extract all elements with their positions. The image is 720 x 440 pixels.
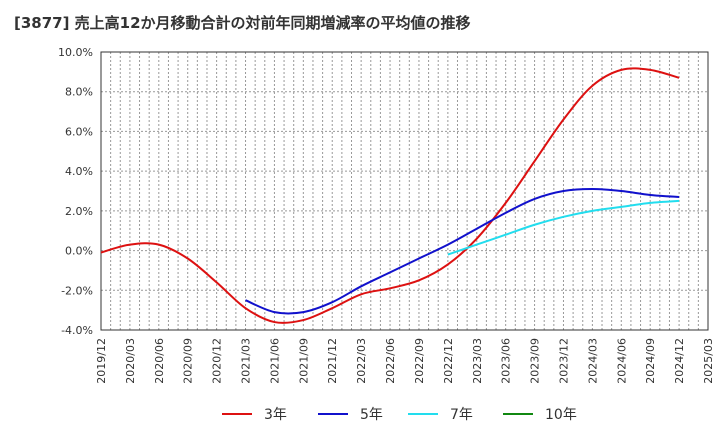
x-tick-label: 2024/06 xyxy=(615,338,628,384)
x-tick-label: 2023/06 xyxy=(500,338,513,384)
x-tick-label: 2023/03 xyxy=(471,338,484,384)
legend-label: 5年 xyxy=(360,407,383,423)
x-tick-label: 2019/12 xyxy=(95,338,108,384)
y-tick-label: 10.0% xyxy=(58,46,93,59)
x-tick-label: 2024/09 xyxy=(644,338,657,384)
x-tick-label: 2021/03 xyxy=(240,338,253,384)
x-tick-label: 2023/09 xyxy=(529,338,542,384)
plot-frame xyxy=(100,51,709,331)
y-tick-label: -4.0% xyxy=(61,324,93,337)
x-tick-label: 2023/12 xyxy=(557,338,570,384)
x-tick-label: 2021/06 xyxy=(268,338,281,384)
legend-label: 7年 xyxy=(450,407,473,423)
x-tick-label: 2021/09 xyxy=(297,338,310,384)
y-tick-label: 6.0% xyxy=(65,125,93,138)
x-tick-label: 2022/06 xyxy=(384,338,397,384)
y-tick-label: 4.0% xyxy=(65,165,93,178)
x-tick-label: 2022/12 xyxy=(442,338,455,384)
x-tick-label: 2021/12 xyxy=(326,338,339,384)
x-axis: 2019/12 2020/03 2020/06 2020/09 2020/12 2021/… xyxy=(95,338,715,384)
chart-title: [3877] 売上高12か月移動合計の対前年同期増減率の平均値の推移 xyxy=(14,14,471,32)
legend-label: 10年 xyxy=(545,407,577,423)
x-tick-label: 2025/03 xyxy=(702,338,715,384)
y-tick-label: 8.0% xyxy=(65,86,93,99)
y-tick-label: 0.0% xyxy=(65,245,93,258)
y-tick-label: -2.0% xyxy=(61,284,93,297)
series-lines xyxy=(100,67,680,324)
grid-lines xyxy=(101,52,708,330)
series-line xyxy=(447,199,680,256)
y-axis: -4.0% -2.0% 0.0% 2.0% 4.0% 6.0% 8.0% 10.0% xyxy=(58,46,93,337)
x-tick-label: 2022/09 xyxy=(413,338,426,384)
x-tick-label: 2024/03 xyxy=(586,338,599,384)
x-tick-label: 2024/12 xyxy=(673,338,686,384)
legend-label: 3年 xyxy=(264,407,287,423)
x-tick-label: 2022/03 xyxy=(355,338,368,384)
y-tick-label: 2.0% xyxy=(65,205,93,218)
series-line xyxy=(100,67,680,324)
x-tick-label: 2020/06 xyxy=(153,338,166,384)
x-tick-label: 2020/03 xyxy=(124,338,137,384)
series-line xyxy=(245,188,680,315)
x-tick-label: 2020/09 xyxy=(182,338,195,384)
x-tick-label: 2020/12 xyxy=(211,338,224,384)
legend: 3年 5年 7年 10年 xyxy=(222,407,577,423)
